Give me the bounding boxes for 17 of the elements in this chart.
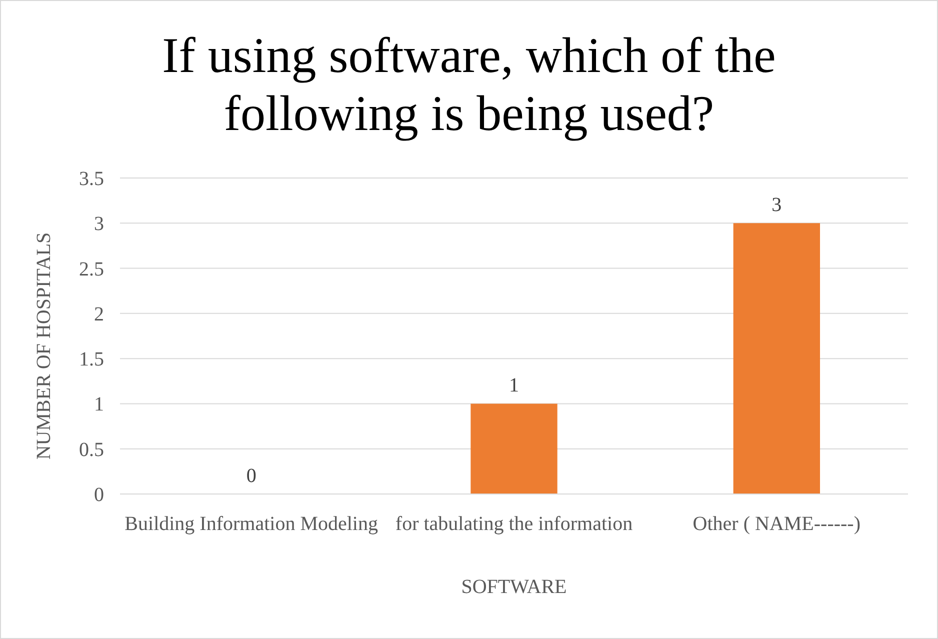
y-tick-label: 1.5: [79, 348, 104, 371]
y-axis-title: NUMBER OF HOSPITALS: [33, 232, 55, 460]
data-label: 1: [509, 374, 519, 397]
y-tick-label: 0.5: [79, 438, 104, 461]
x-tick-label: Building Information Modeling: [124, 513, 378, 535]
x-axis-title: SOFTWARE: [461, 576, 567, 598]
y-tick-label: 3.5: [79, 168, 104, 190]
data-label: 0: [246, 465, 256, 487]
y-tick-label: 0: [94, 484, 104, 506]
data-label: 3: [772, 194, 782, 216]
y-tick-label: 2: [94, 303, 104, 326]
chart-title: If using software, which of the following is being used?: [162, 27, 776, 141]
x-tick-label: Other ( NAME------): [692, 513, 861, 535]
x-tick-label: for tabulating the information: [395, 513, 633, 535]
y-tick-label: 3: [94, 213, 104, 236]
y-tick-label: 1: [94, 394, 104, 416]
y-tick-label: 2.5: [79, 258, 104, 280]
